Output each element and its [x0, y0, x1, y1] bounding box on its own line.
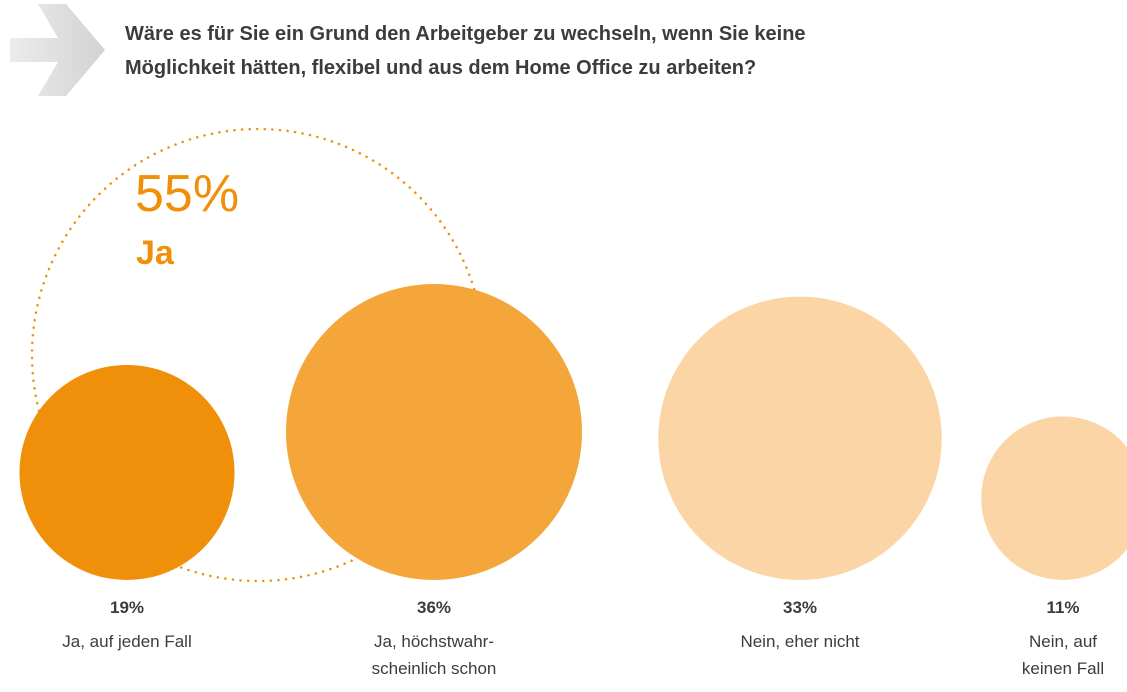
bubble-2-label-line-1: Ja, höchstwahr-	[374, 632, 494, 651]
bubble-1-value: 19%	[109, 598, 145, 617]
bubble-3-value: 33%	[782, 598, 818, 617]
bubble-4-value: 11%	[1046, 598, 1080, 617]
bubble-2-label-line-2: scheinlich schon	[371, 659, 497, 678]
bubble-2-label: Ja, höchstwahr-scheinlich schon	[324, 628, 544, 682]
bubble-3	[658, 296, 942, 580]
bubble-1-label-line-1: Ja, auf jeden Fall	[62, 632, 192, 651]
bubble-3-label: Nein, eher nicht	[690, 628, 910, 655]
bubble-3-label-line-1: Nein, eher nicht	[740, 632, 860, 651]
bubble-1	[19, 364, 235, 580]
bubble-1-label: Ja, auf jeden Fall	[17, 628, 237, 655]
bubble-4-label-line-2: keinen Fall	[1021, 659, 1105, 678]
arrow-icon	[10, 4, 105, 96]
title-line-2: Möglichkeit hätten, flexibel und aus dem…	[125, 57, 757, 79]
bubble-4-label: Nein, auf keinen Fall	[953, 628, 1127, 682]
group-total-label: Ja	[136, 234, 174, 272]
bubble-2-value: 36%	[416, 598, 452, 617]
bubble-4-label-line-1: Nein, auf	[1028, 632, 1098, 651]
bubble-2	[286, 284, 582, 580]
group-total-value: 55%	[135, 165, 240, 223]
bubble-4	[981, 416, 1127, 580]
title-line-1: Wäre es für Sie ein Grund den Arbeitgebe…	[125, 23, 806, 45]
chart-title: Wäre es für Sie ein Grund den Arbeitgebe…	[125, 17, 1085, 85]
